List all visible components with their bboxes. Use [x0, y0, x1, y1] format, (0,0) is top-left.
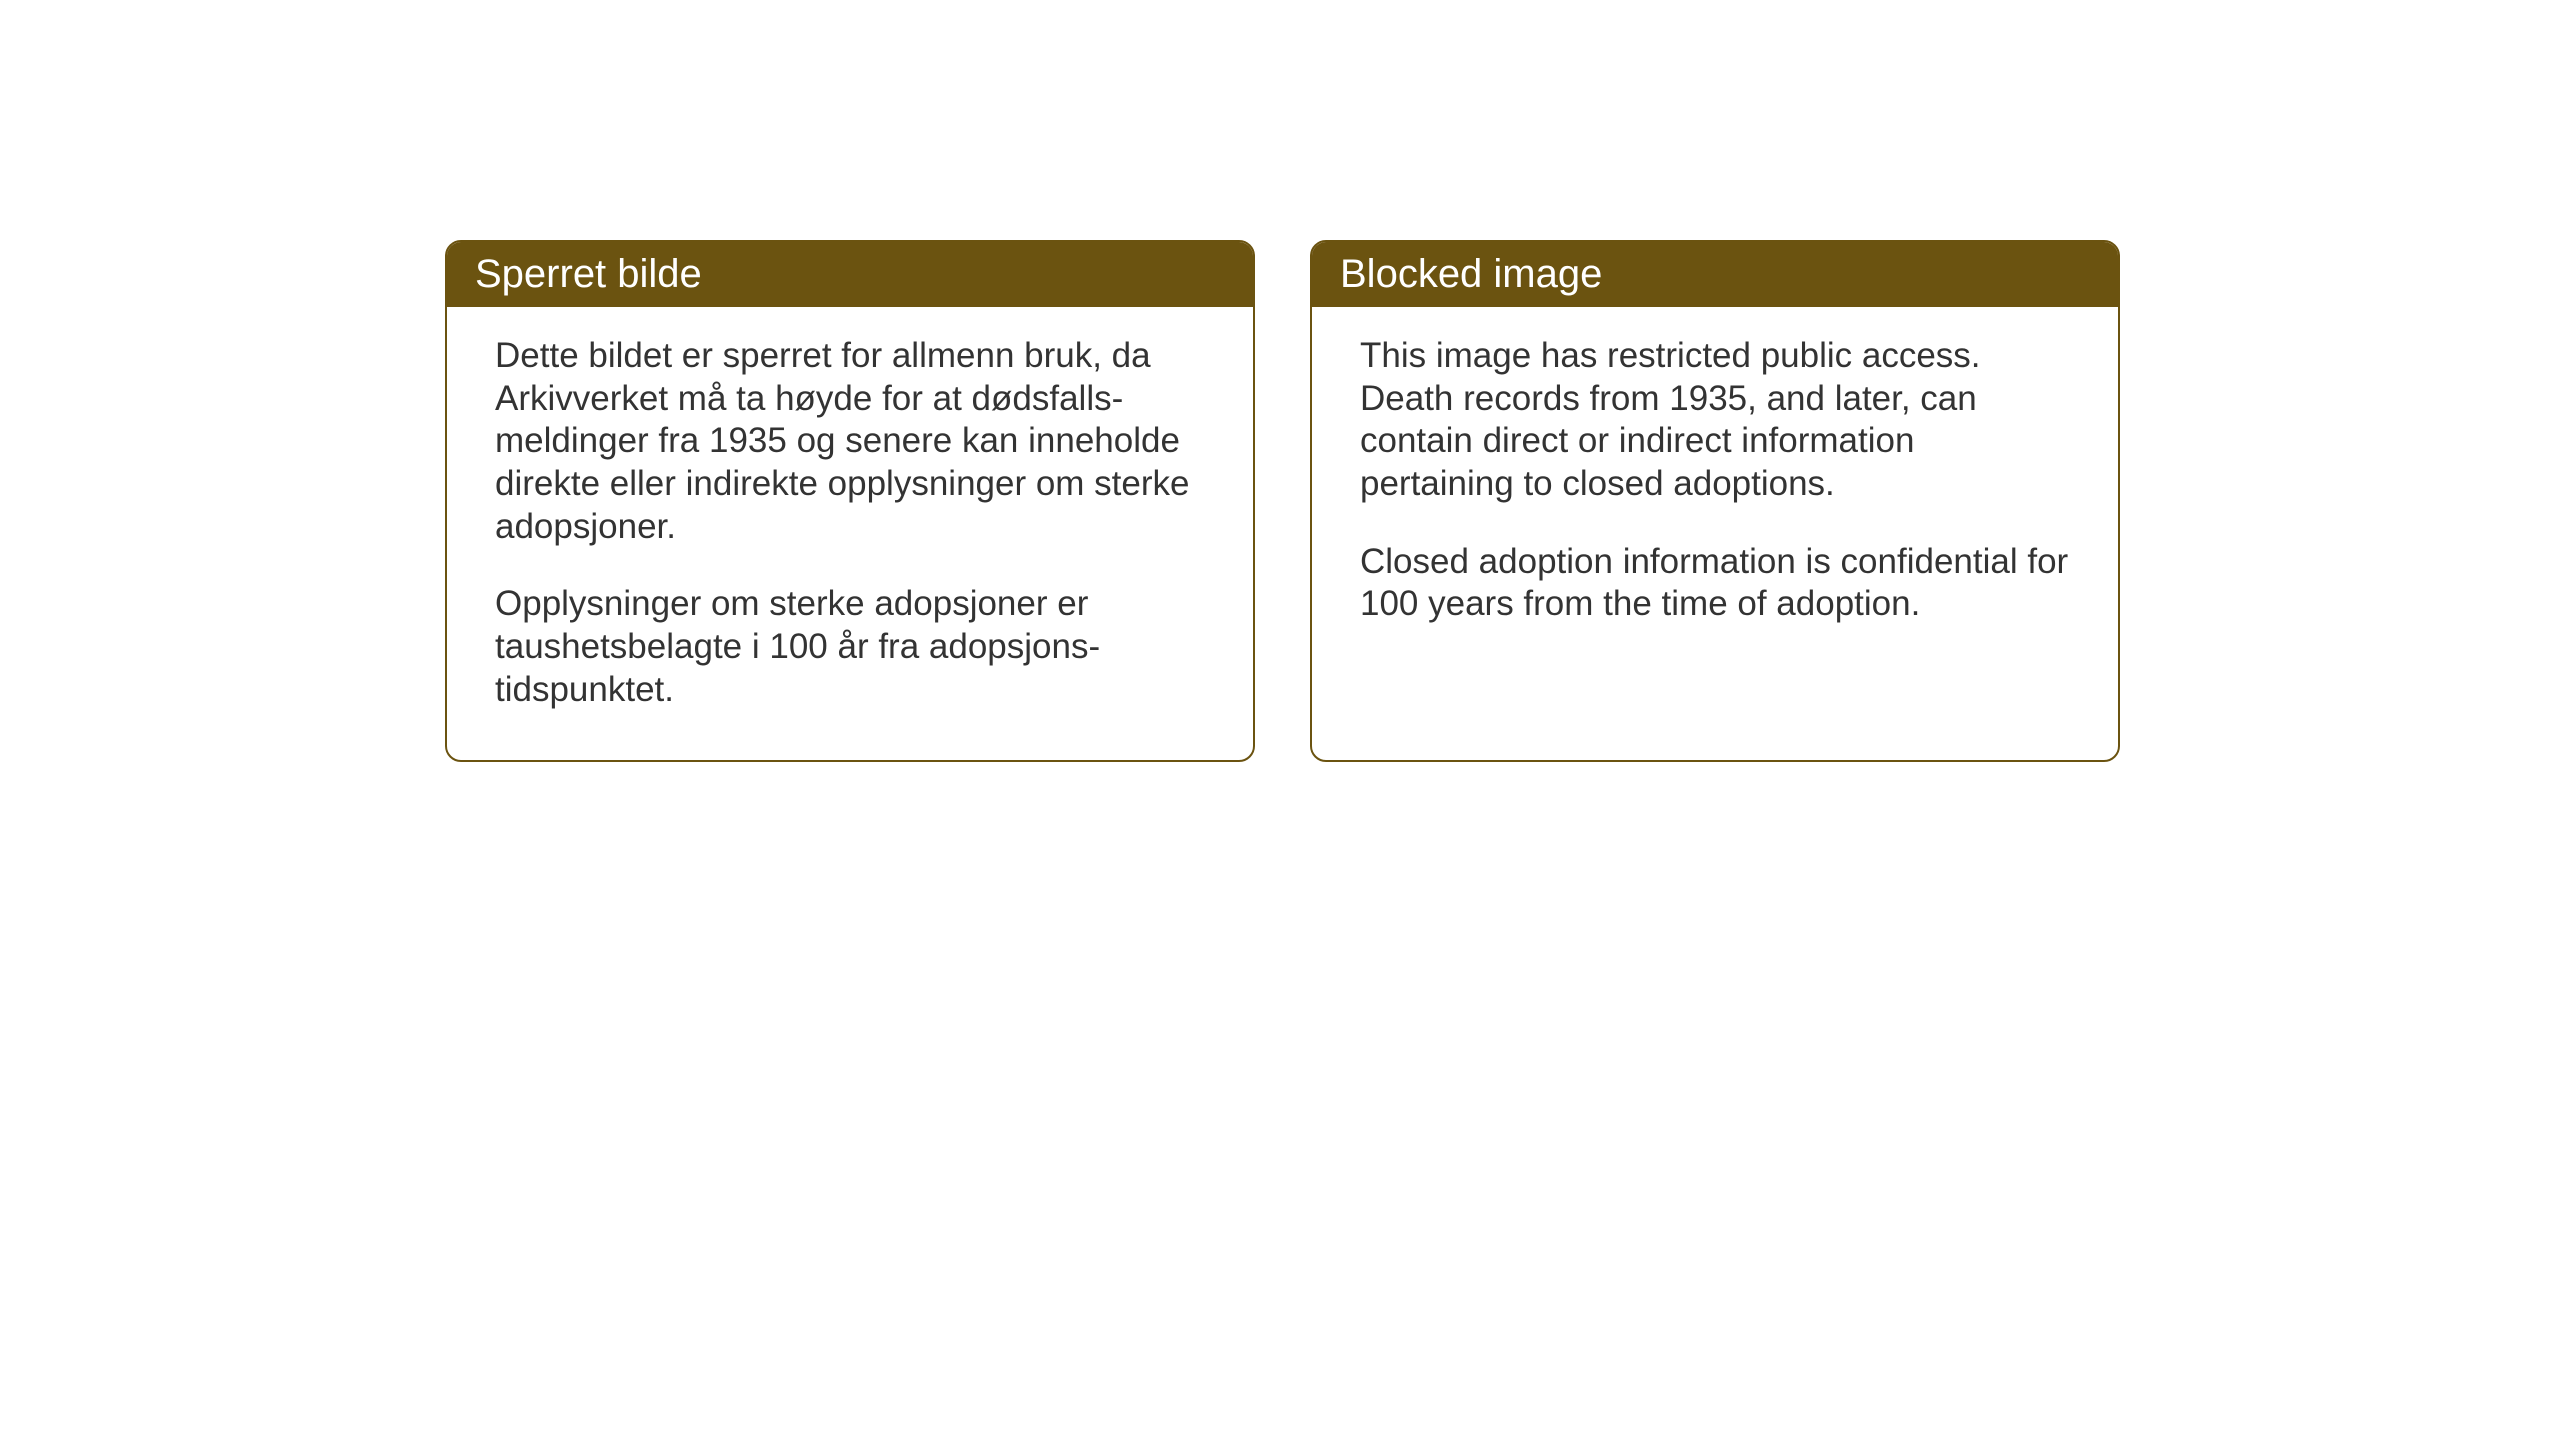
- norwegian-card-title: Sperret bilde: [447, 242, 1253, 307]
- english-paragraph-1: This image has restricted public access.…: [1360, 335, 2070, 506]
- norwegian-card-body: Dette bildet er sperret for allmenn bruk…: [447, 307, 1253, 760]
- english-paragraph-2: Closed adoption information is confident…: [1360, 541, 2070, 626]
- english-card-title: Blocked image: [1312, 242, 2118, 307]
- norwegian-paragraph-2: Opplysninger om sterke adopsjoner er tau…: [495, 583, 1205, 711]
- norwegian-notice-card: Sperret bilde Dette bildet er sperret fo…: [445, 240, 1255, 762]
- english-notice-card: Blocked image This image has restricted …: [1310, 240, 2120, 762]
- norwegian-paragraph-1: Dette bildet er sperret for allmenn bruk…: [495, 335, 1205, 548]
- notice-container: Sperret bilde Dette bildet er sperret fo…: [445, 240, 2120, 762]
- english-card-body: This image has restricted public access.…: [1312, 307, 2118, 674]
